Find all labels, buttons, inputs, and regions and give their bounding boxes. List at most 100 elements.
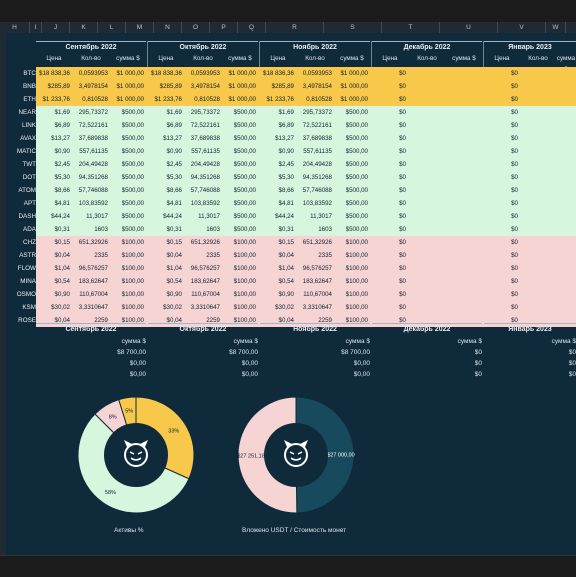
table-cell[interactable]: $0,90 — [166, 148, 182, 155]
table-cell[interactable]: $1,69 — [278, 109, 294, 116]
column-header-o[interactable]: O — [182, 22, 210, 33]
column-header-s[interactable]: S — [324, 22, 382, 33]
table-cell[interactable]: $100,00 — [345, 317, 368, 324]
table-cell[interactable]: 183,62647 — [302, 278, 332, 285]
table-cell[interactable]: $1,04 — [54, 265, 70, 272]
table-cell[interactable]: 103,83592 — [190, 200, 220, 207]
table-cell[interactable]: 204,49428 — [190, 161, 220, 168]
table-cell[interactable]: 3,3310647 — [190, 304, 220, 311]
table-cell[interactable]: 557,61135 — [79, 148, 108, 155]
table-cell[interactable]: 2335 — [94, 252, 108, 259]
table-cell[interactable]: $8,66 — [278, 187, 294, 194]
table-cell[interactable]: $500,00 — [345, 135, 368, 142]
table-cell[interactable]: $1,04 — [166, 265, 182, 272]
table-cell[interactable]: $0,90 — [54, 148, 70, 155]
table-cell[interactable]: $500,00 — [345, 174, 368, 181]
table-cell[interactable]: $13,27 — [163, 135, 182, 142]
table-cell[interactable]: $0 — [399, 200, 406, 207]
table-cell[interactable]: $500,00 — [233, 200, 256, 207]
table-cell[interactable]: $0 — [399, 70, 406, 77]
table-cell[interactable]: $100,00 — [233, 317, 256, 324]
table-cell[interactable]: $500,00 — [345, 187, 368, 194]
table-cell[interactable]: 1603 — [206, 226, 220, 233]
column-header-q[interactable]: Q — [238, 22, 266, 33]
table-cell[interactable]: 0,810528 — [194, 96, 220, 103]
table-cell[interactable]: $100,00 — [121, 291, 144, 298]
table-cell[interactable]: $0 — [399, 291, 406, 298]
table-row[interactable] — [36, 132, 576, 145]
table-cell[interactable]: $500,00 — [345, 109, 368, 116]
table-row[interactable] — [36, 288, 576, 301]
table-cell[interactable]: $6,89 — [166, 122, 182, 129]
table-cell[interactable]: $30,02 — [275, 304, 294, 311]
table-cell[interactable]: $0 — [511, 96, 518, 103]
table-cell[interactable]: $8,66 — [54, 187, 70, 194]
table-cell[interactable]: 0,0593953 — [302, 70, 332, 77]
table-cell[interactable]: $2,45 — [278, 161, 294, 168]
table-cell[interactable]: $500,00 — [121, 109, 144, 116]
table-cell[interactable]: $13,27 — [275, 135, 294, 142]
table-cell[interactable]: $44,24 — [163, 213, 182, 220]
table-cell[interactable]: $500,00 — [233, 135, 256, 142]
table-cell[interactable]: $1 000,00 — [116, 83, 144, 90]
table-cell[interactable]: $0,04 — [278, 252, 294, 259]
table-cell[interactable]: 651,32926 — [302, 239, 332, 246]
table-cell[interactable]: $500,00 — [345, 226, 368, 233]
column-header-m[interactable]: M — [126, 22, 154, 33]
table-cell[interactable]: $0 — [399, 278, 406, 285]
table-cell[interactable]: $0 — [511, 83, 518, 90]
table-row[interactable] — [36, 301, 576, 314]
table-cell[interactable]: 96,576257 — [190, 265, 220, 272]
table-cell[interactable]: $0 — [511, 135, 518, 142]
table-cell[interactable]: $4,81 — [54, 200, 70, 207]
table-cell[interactable]: 57,746088 — [302, 187, 332, 194]
table-cell[interactable]: $0,15 — [54, 239, 70, 246]
column-header-h[interactable]: H — [0, 22, 30, 33]
table-cell[interactable]: 110,67004 — [79, 291, 108, 298]
table-cell[interactable]: 110,67004 — [191, 291, 220, 298]
table-cell[interactable]: $1 000,00 — [340, 96, 368, 103]
table-cell[interactable]: 96,576257 — [78, 265, 108, 272]
column-header-j[interactable]: J — [42, 22, 70, 33]
table-row[interactable] — [36, 67, 576, 80]
table-cell[interactable]: 94,351268 — [190, 174, 220, 181]
table-cell[interactable]: $0,31 — [54, 226, 70, 233]
table-cell[interactable]: 3,4978154 — [190, 83, 220, 90]
table-cell[interactable]: $500,00 — [121, 213, 144, 220]
table-cell[interactable]: $1 000,00 — [228, 70, 256, 77]
table-cell[interactable]: $0 — [399, 148, 406, 155]
spreadsheet-grid[interactable]: Сентябрь 2022 Октябрь 2022 Ноябрь 2022 Д… — [6, 33, 576, 555]
table-cell[interactable]: $0 — [399, 304, 406, 311]
table-cell[interactable]: 57,746088 — [190, 187, 220, 194]
table-cell[interactable]: $4,81 — [278, 200, 294, 207]
table-cell[interactable]: $0,90 — [54, 291, 70, 298]
column-header-w[interactable]: W — [546, 22, 566, 33]
table-cell[interactable]: 72,522161 — [78, 122, 108, 129]
table-row[interactable] — [36, 223, 576, 236]
table-cell[interactable]: $500,00 — [233, 161, 256, 168]
table-cell[interactable]: $285,89 — [47, 83, 70, 90]
table-cell[interactable]: $500,00 — [345, 161, 368, 168]
table-cell[interactable]: $30,02 — [163, 304, 182, 311]
table-cell[interactable]: $4,81 — [166, 200, 182, 207]
table-cell[interactable]: 295,73372 — [190, 109, 220, 116]
table-cell[interactable]: $0 — [399, 83, 406, 90]
table-cell[interactable]: $500,00 — [345, 213, 368, 220]
table-cell[interactable]: 3,3310647 — [78, 304, 108, 311]
table-cell[interactable]: $100,00 — [345, 291, 368, 298]
table-cell[interactable]: 1603 — [318, 226, 332, 233]
table-cell[interactable]: $1 000,00 — [116, 70, 144, 77]
table-cell[interactable]: 204,49428 — [78, 161, 108, 168]
table-cell[interactable]: $0 — [399, 239, 406, 246]
column-header-n[interactable]: N — [154, 22, 182, 33]
column-header-i[interactable]: I — [30, 22, 42, 33]
column-header-p[interactable]: P — [210, 22, 238, 33]
table-cell[interactable]: $5,30 — [54, 174, 70, 181]
table-cell[interactable]: $1 000,00 — [340, 83, 368, 90]
table-cell[interactable]: $1,69 — [166, 109, 182, 116]
table-cell[interactable]: $0,54 — [166, 278, 182, 285]
table-cell[interactable]: $2,45 — [54, 161, 70, 168]
table-cell[interactable]: $100,00 — [233, 265, 256, 272]
table-cell[interactable]: $0,15 — [166, 239, 182, 246]
table-cell[interactable]: $0 — [511, 200, 518, 207]
